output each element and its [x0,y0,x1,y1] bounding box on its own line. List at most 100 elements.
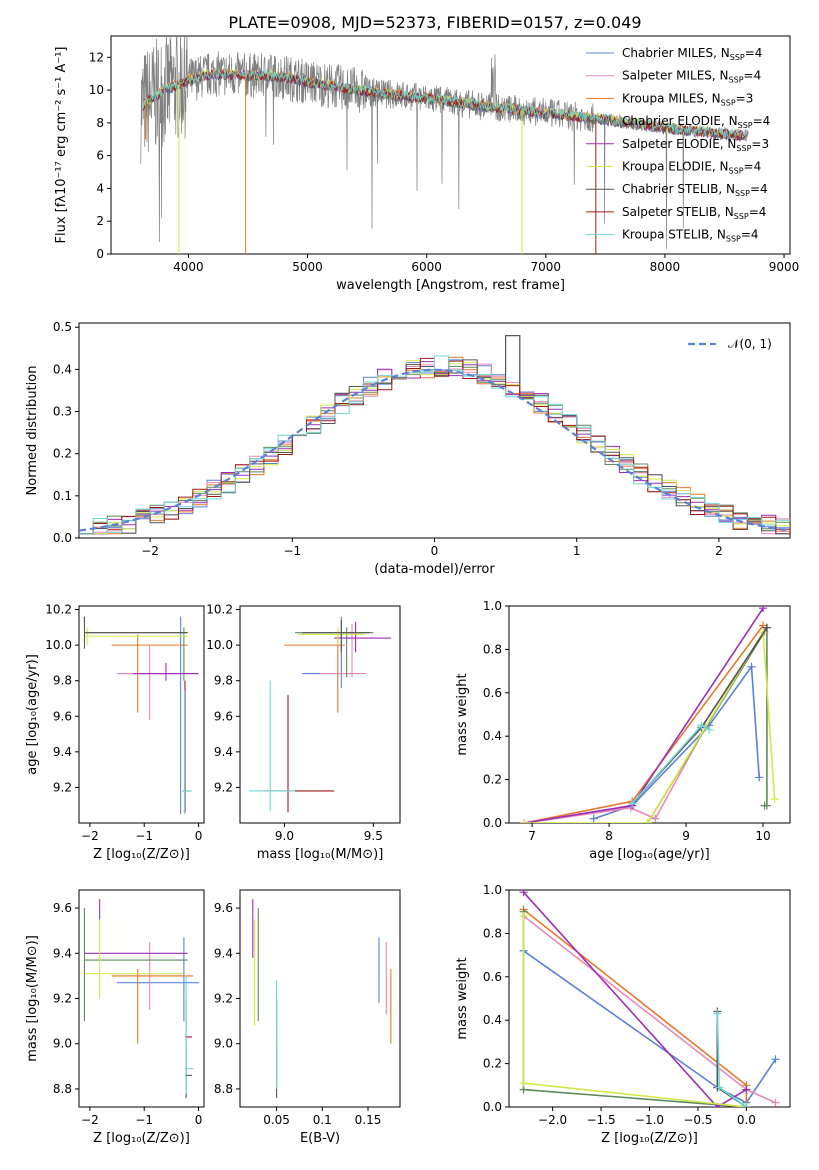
legend-label-salpeter_miles: Salpeter MILES, NSSP=4 [622,69,761,85]
legend-label-chabrier_miles: Chabrier MILES, NSSP=4 [622,46,762,62]
weight-point-kroupa_elodie [519,1079,528,1088]
y-tick-label: 0.2 [483,1057,502,1071]
y-tick-label: 10.2 [206,603,233,617]
y-tick-label: 0.2 [53,447,72,461]
panel-age_vs_mass: 9.0 9.5 9.2 9.4 9.6 9.8 10.0 10.2 mass [log₁₀(M/… [206,603,401,862]
y-tick-label: 9.2 [214,992,233,1006]
weight-line-chabrier_elodie [522,911,747,1107]
y-axis-label: mass weight [455,957,470,1039]
weight-point-kroupa_stelib [628,799,637,808]
histogram-salpeter_stelib [79,357,790,535]
weight-point-chabrier_elodie [760,801,769,810]
weight-point-kroupa_stelib [742,1103,751,1107]
panel-mass_vs_EBV: 0.05 0.1 0.15 8.8 9.0 9.2 9.4 9.6 E(B-V) [214,889,401,1146]
panel-spectrum: 4000 5000 6000 7000 8000 9000 0 2 4 6 8 10 12 wavelen… [54,35,799,293]
legend-label-kroupa_stelib: Kroupa STELIB, NSSP=4 [622,228,759,244]
x-axis-label: Z [log₁₀(Z/Z⊙)] [93,1131,190,1146]
plot-area [140,36,749,254]
y-tick-label: 10.0 [45,638,72,652]
axes-frame [508,889,791,1108]
y-tick-label: 0.5 [53,320,72,334]
x-tick-label: −2 [81,829,99,843]
y-axis-label: Flux [fλ10⁻¹⁷ erg cm⁻² s⁻¹ A⁻¹] [54,47,69,244]
legend-label-normal: 𝒩(0, 1) [728,337,772,351]
weight-point-kroupa_elodie [643,819,652,823]
normal-curve [79,368,790,532]
x-axis-label: E(B-V) [300,1131,340,1146]
x-tick-label: 0.15 [355,1113,382,1127]
y-tick-label: 10.0 [206,638,233,652]
x-tick-label: 2 [715,544,723,558]
y-tick-label: 4 [96,181,104,195]
x-tick-label: 10 [755,829,770,843]
x-tick-label: −1 [135,1113,153,1127]
y-tick-label: 9.4 [53,946,72,960]
x-tick-label: 0.1 [313,1113,332,1127]
y-tick-label: 9.4 [53,745,72,759]
plot-area [252,899,392,1098]
axes-frame [78,322,791,539]
x-tick-label: 9.0 [275,829,294,843]
weight-point-chabrier_miles [755,773,764,782]
weight-point-kroupa_elodie [520,819,529,823]
axes-frame [239,605,401,824]
x-axis-label: wavelength [Angstrom, rest frame] [336,278,565,293]
y-tick-label: 1.0 [483,883,502,897]
axes-frame [78,605,205,824]
weight-point-chabrier_stelib [762,623,771,632]
y-tick-label: 10 [89,83,104,97]
x-tick-label: 0 [195,829,203,843]
x-tick-label: 0 [431,544,439,558]
x-tick-label: −1.5 [586,1113,615,1127]
weight-point-kroupa_stelib [705,725,714,734]
weight-point-salpeter_miles [651,814,660,823]
y-axis-label: Normed distribution [25,366,40,496]
x-axis-label: (data-model)/error [374,562,495,577]
weight-point-kroupa_stelib [697,721,706,730]
weight-line-kroupa_elodie [522,916,747,1107]
plot-area [519,890,780,1107]
x-axis-label: Z [log₁₀(Z/Z⊙)] [93,847,190,862]
weight-point-kroupa_stelib [715,1083,724,1092]
x-axis-label: mass [log₁₀(M/M⊙)] [257,847,384,862]
y-tick-label: 9.6 [53,709,72,723]
y-axis-label: mass weight [455,673,470,755]
y-tick-label: 9.6 [214,901,233,915]
x-tick-label: 0 [195,1113,203,1127]
histogram-kroupa_miles [79,356,790,535]
weight-line-salpeter_elodie [522,891,747,1107]
legend-label-chabrier_elodie: Chabrier ELODIE, NSSP=4 [622,114,770,130]
axes-frame [110,35,791,255]
legend-label-salpeter_elodie: Salpeter ELODIE, NSSP=3 [622,137,769,153]
panel-massweight_vs_Z: −2.0 −1.5 −1.0 −0.5 0.0 0.0 0.2 0.4 0.6 0.8 1.0 Z [… [455,883,791,1146]
weight-point-chabrier_miles [747,662,756,671]
y-tick-label: 9.6 [53,901,72,915]
y-tick-label: 12 [89,50,104,64]
plot-area [520,606,779,823]
y-tick-label: 1.0 [483,599,502,613]
x-axis-label: Z [log₁₀(Z/Z⊙)] [601,1131,698,1146]
weight-point-kroupa_elodie [519,912,528,921]
y-tick-label: 8.8 [53,1082,72,1096]
y-tick-label: 9.8 [214,674,233,688]
plot-area [83,899,199,1098]
y-tick-label: 0.4 [483,1013,502,1027]
histogram-salpeter_elodie [79,361,790,535]
y-tick-label: 9.8 [53,674,72,688]
legend-label-kroupa_elodie: Kroupa ELODIE, NSSP=4 [622,160,761,176]
y-tick-label: 0.3 [53,405,72,419]
x-tick-label: 7 [528,829,536,843]
weight-line-chabrier_miles [523,950,777,1104]
y-tick-label: 8 [96,116,104,130]
weight-point-kroupa_elodie [770,795,779,804]
y-tick-label: 9.4 [214,946,233,960]
x-axis-label: age [log₁₀(age/yr)] [589,847,710,862]
x-tick-label: 9.5 [364,829,383,843]
x-tick-label: 0.05 [263,1113,290,1127]
x-tick-label: 1 [573,544,581,558]
histogram-kroupa_stelib [79,355,790,535]
x-tick-label: 8 [605,829,613,843]
spectrum-legend: Chabrier MILES, NSSP=4 Salpeter MILES, NS… [586,46,770,244]
